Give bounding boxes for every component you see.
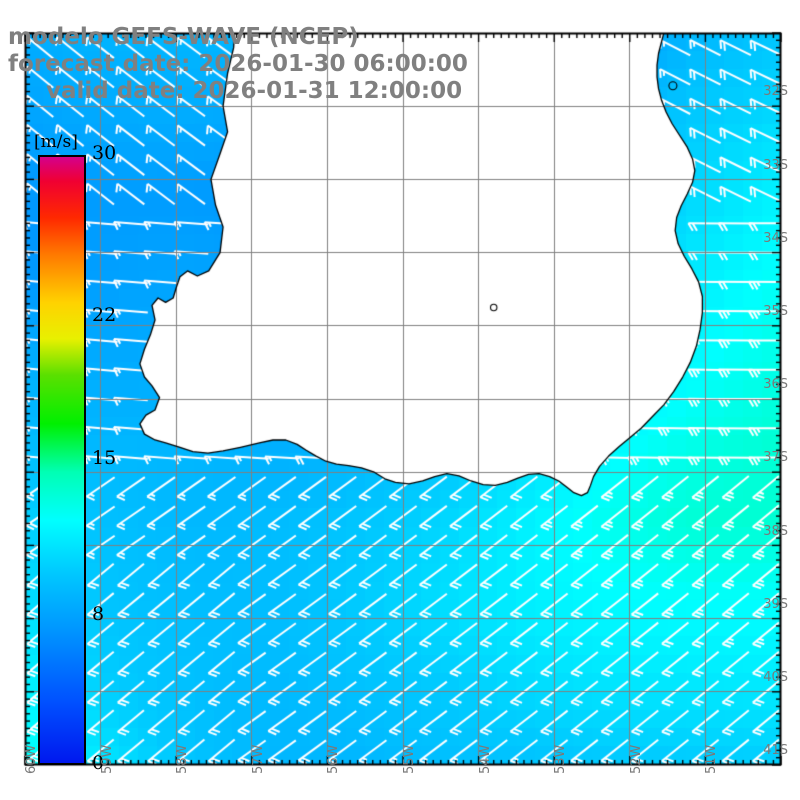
colorbar-tick-15: 15 xyxy=(92,447,117,469)
lat-label-36S: 36S xyxy=(763,377,788,393)
lon-label-59W: 59W xyxy=(99,744,115,774)
lat-label-37S: 37S xyxy=(763,450,788,466)
colorbar-tick-0: 0 xyxy=(92,752,105,774)
lat-label-40S: 40S xyxy=(763,669,788,685)
lon-label-56W: 56W xyxy=(326,744,342,774)
lon-label-53W: 53W xyxy=(553,744,569,774)
lon-label-55W: 55W xyxy=(402,744,417,774)
colorbar-gradient-fill xyxy=(40,157,84,763)
lat-label-32S: 32S xyxy=(763,84,788,100)
colorbar-tick-8: 8 xyxy=(92,602,105,625)
lon-label-57W: 57W xyxy=(250,744,266,774)
lat-label-34S: 34S xyxy=(763,230,788,246)
lat-label-38S: 38S xyxy=(763,523,788,539)
colorbar-tick-30: 30 xyxy=(92,142,117,164)
lon-label-52W: 52W xyxy=(628,744,644,774)
colorbar-tick-22: 22 xyxy=(92,303,117,326)
lat-label-41S: 41S xyxy=(763,743,788,759)
lat-label-39S: 39S xyxy=(763,596,788,612)
lon-label-60W: 60W xyxy=(24,744,39,774)
colorbar-unit-label: [m/s] xyxy=(34,132,78,152)
lat-label-35S: 35S xyxy=(763,303,788,319)
lat-label-33S: 33S xyxy=(763,157,788,173)
colorbar-gradient xyxy=(38,155,86,765)
lon-label-54W: 54W xyxy=(477,744,493,774)
lon-label-51W: 51W xyxy=(704,744,720,774)
lon-label-58W: 58W xyxy=(175,744,191,774)
